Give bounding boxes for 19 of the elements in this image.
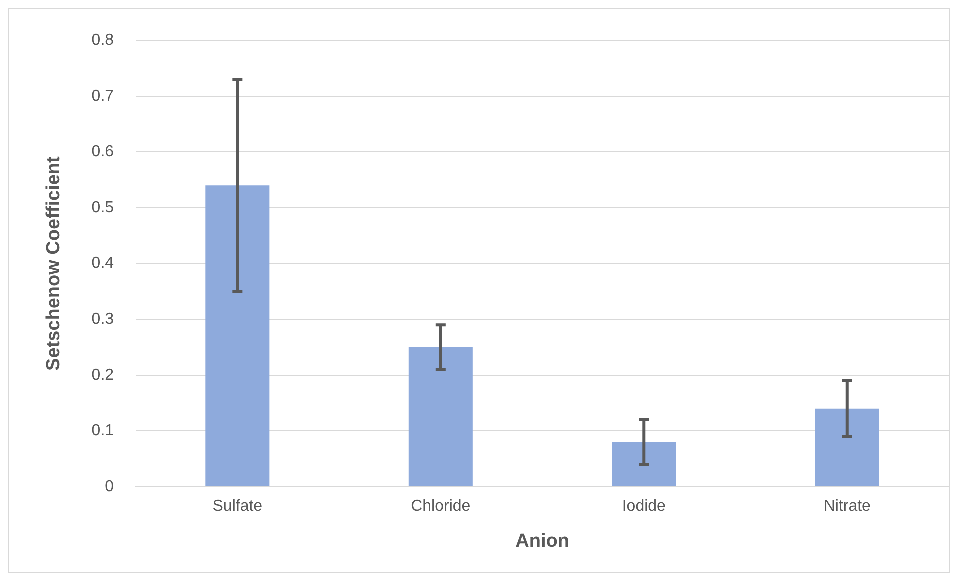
y-tick-label: 0.2 xyxy=(92,366,114,384)
y-tick-label: 0.1 xyxy=(92,422,114,440)
bar xyxy=(815,408,880,486)
y-tick-label: 0.4 xyxy=(92,255,114,272)
bar xyxy=(612,442,676,486)
y-axis-title: Setschenow Coefficient xyxy=(44,156,65,371)
y-tick-label: 0.3 xyxy=(92,311,114,328)
bar xyxy=(206,186,270,486)
y-tick-label: 0.5 xyxy=(92,199,114,216)
x-tick-label: Chloride xyxy=(411,498,471,516)
y-tick-label: 0 xyxy=(105,478,114,496)
bar xyxy=(408,348,473,486)
x-tick-label: Sulfate xyxy=(212,498,263,516)
y-tick-label: 0.7 xyxy=(92,88,114,105)
x-axis-title: Anion xyxy=(516,530,570,552)
y-tick-label: 0.6 xyxy=(92,144,114,161)
y-tick-label: 0.8 xyxy=(92,32,114,50)
x-tick-label: Nitrate xyxy=(824,498,872,516)
x-tick-label: Iodide xyxy=(622,498,666,516)
